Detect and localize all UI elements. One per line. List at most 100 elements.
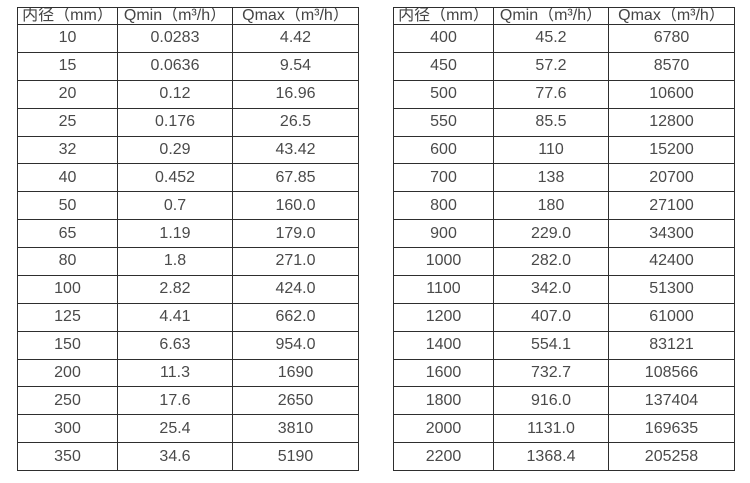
table-row: 2200 1368.4 205258 <box>393 442 735 471</box>
table-cell: 0.452 <box>117 163 233 193</box>
table-row: 600 110 15200 <box>393 135 735 165</box>
table-row: 25 0.176 26.5 <box>17 107 359 137</box>
table-cell: 61000 <box>608 302 735 332</box>
table-cell: 407.0 <box>493 302 609 332</box>
table-cell: 916.0 <box>493 386 609 416</box>
table-cell: 1600 <box>393 358 494 388</box>
table-row: 400 45.2 6780 <box>393 24 735 53</box>
table-cell: 2650 <box>232 386 359 416</box>
table-cell: 732.7 <box>493 358 609 388</box>
table-cell: 16.96 <box>232 79 359 109</box>
table-row: 350 34.6 5190 <box>17 442 359 471</box>
table-row: 15 0.0636 9.54 <box>17 51 359 81</box>
table-row: 100 2.82 424.0 <box>17 274 359 304</box>
table-cell: 2.82 <box>117 274 233 304</box>
table-cell: 12800 <box>608 107 735 137</box>
table-cell: 0.0283 <box>117 24 233 53</box>
table-row: 65 1.19 179.0 <box>17 219 359 248</box>
table-cell: 26.5 <box>232 107 359 137</box>
table-cell: 250 <box>17 386 118 416</box>
table-cell: 160.0 <box>232 191 359 221</box>
table-row: 500 77.6 10600 <box>393 79 735 109</box>
table-cell: 600 <box>393 135 494 165</box>
table-cell: 51300 <box>608 274 735 304</box>
table-cell: 1690 <box>232 358 359 388</box>
table-cell: 282.0 <box>493 247 609 276</box>
table-cell: 110 <box>493 135 609 165</box>
table-cell: 43.42 <box>232 135 359 165</box>
table-cell: 138 <box>493 163 609 193</box>
table-row: 900 229.0 34300 <box>393 219 735 248</box>
table-cell: 2200 <box>393 442 494 471</box>
column-header-qmin: Qmin（m³/h） <box>117 7 233 25</box>
table-cell: 11.3 <box>117 358 233 388</box>
table-cell: 300 <box>17 414 118 444</box>
table-cell: 1.19 <box>117 219 233 248</box>
table-cell: 0.176 <box>117 107 233 137</box>
table-cell: 10600 <box>608 79 735 109</box>
table-cell: 700 <box>393 163 494 193</box>
table-row: 300 25.4 3810 <box>17 414 359 444</box>
table-cell: 50 <box>17 191 118 221</box>
table-cell: 662.0 <box>232 302 359 332</box>
table-cell: 9.54 <box>232 51 359 81</box>
table-cell: 34.6 <box>117 442 233 471</box>
table-cell: 342.0 <box>493 274 609 304</box>
table-cell: 0.7 <box>117 191 233 221</box>
header-row: 内径（mm） Qmin（m³/h） Qmax（m³/h） <box>17 7 359 25</box>
table-cell: 57.2 <box>493 51 609 81</box>
table-cell: 20 <box>17 79 118 109</box>
table-cell: 85.5 <box>493 107 609 137</box>
table-row: 1000 282.0 42400 <box>393 247 735 276</box>
table-cell: 554.1 <box>493 330 609 360</box>
column-header-diameter: 内径（mm） <box>17 7 118 25</box>
table-cell: 65 <box>17 219 118 248</box>
table-cell: 954.0 <box>232 330 359 360</box>
table-cell: 10 <box>17 24 118 53</box>
table-cell: 0.29 <box>117 135 233 165</box>
table-row: 1800 916.0 137404 <box>393 386 735 416</box>
table-row: 40 0.452 67.85 <box>17 163 359 193</box>
table-cell: 6.63 <box>117 330 233 360</box>
column-header-diameter: 内径（mm） <box>393 7 494 25</box>
table-cell: 229.0 <box>493 219 609 248</box>
table-cell: 180 <box>493 191 609 221</box>
column-header-qmax: Qmax（m³/h） <box>608 7 735 25</box>
table-row: 800 180 27100 <box>393 191 735 221</box>
table-cell: 900 <box>393 219 494 248</box>
table-cell: 0.12 <box>117 79 233 109</box>
table-cell: 137404 <box>608 386 735 416</box>
table-row: 50 0.7 160.0 <box>17 191 359 221</box>
table-cell: 500 <box>393 79 494 109</box>
table-cell: 6780 <box>608 24 735 53</box>
table-cell: 150 <box>17 330 118 360</box>
table-cell: 20700 <box>608 163 735 193</box>
flow-table-small-diameters: 内径（mm） Qmin（m³/h） Qmax（m³/h） 10 0.0283 4.4… <box>17 7 359 471</box>
table-row: 550 85.5 12800 <box>393 107 735 137</box>
table-row: 20 0.12 16.96 <box>17 79 359 109</box>
table-row: 250 17.6 2650 <box>17 386 359 416</box>
table-cell: 205258 <box>608 442 735 471</box>
table-cell: 3810 <box>232 414 359 444</box>
flow-tables-container: 内径（mm） Qmin（m³/h） Qmax（m³/h） 10 0.0283 4.4… <box>17 7 735 471</box>
table-cell: 125 <box>17 302 118 332</box>
table-cell: 42400 <box>608 247 735 276</box>
table-cell: 800 <box>393 191 494 221</box>
table-cell: 17.6 <box>117 386 233 416</box>
table-cell: 2000 <box>393 414 494 444</box>
table-cell: 350 <box>17 442 118 471</box>
header-row: 内径（mm） Qmin（m³/h） Qmax（m³/h） <box>393 7 735 25</box>
table-row: 80 1.8 271.0 <box>17 247 359 276</box>
table-cell: 67.85 <box>232 163 359 193</box>
table-row: 450 57.2 8570 <box>393 51 735 81</box>
table-cell: 15200 <box>608 135 735 165</box>
table-cell: 8570 <box>608 51 735 81</box>
table-cell: 1200 <box>393 302 494 332</box>
table-cell: 550 <box>393 107 494 137</box>
table-cell: 424.0 <box>232 274 359 304</box>
table-cell: 77.6 <box>493 79 609 109</box>
table-cell: 100 <box>17 274 118 304</box>
table-cell: 40 <box>17 163 118 193</box>
table-cell: 200 <box>17 358 118 388</box>
table-row: 32 0.29 43.42 <box>17 135 359 165</box>
